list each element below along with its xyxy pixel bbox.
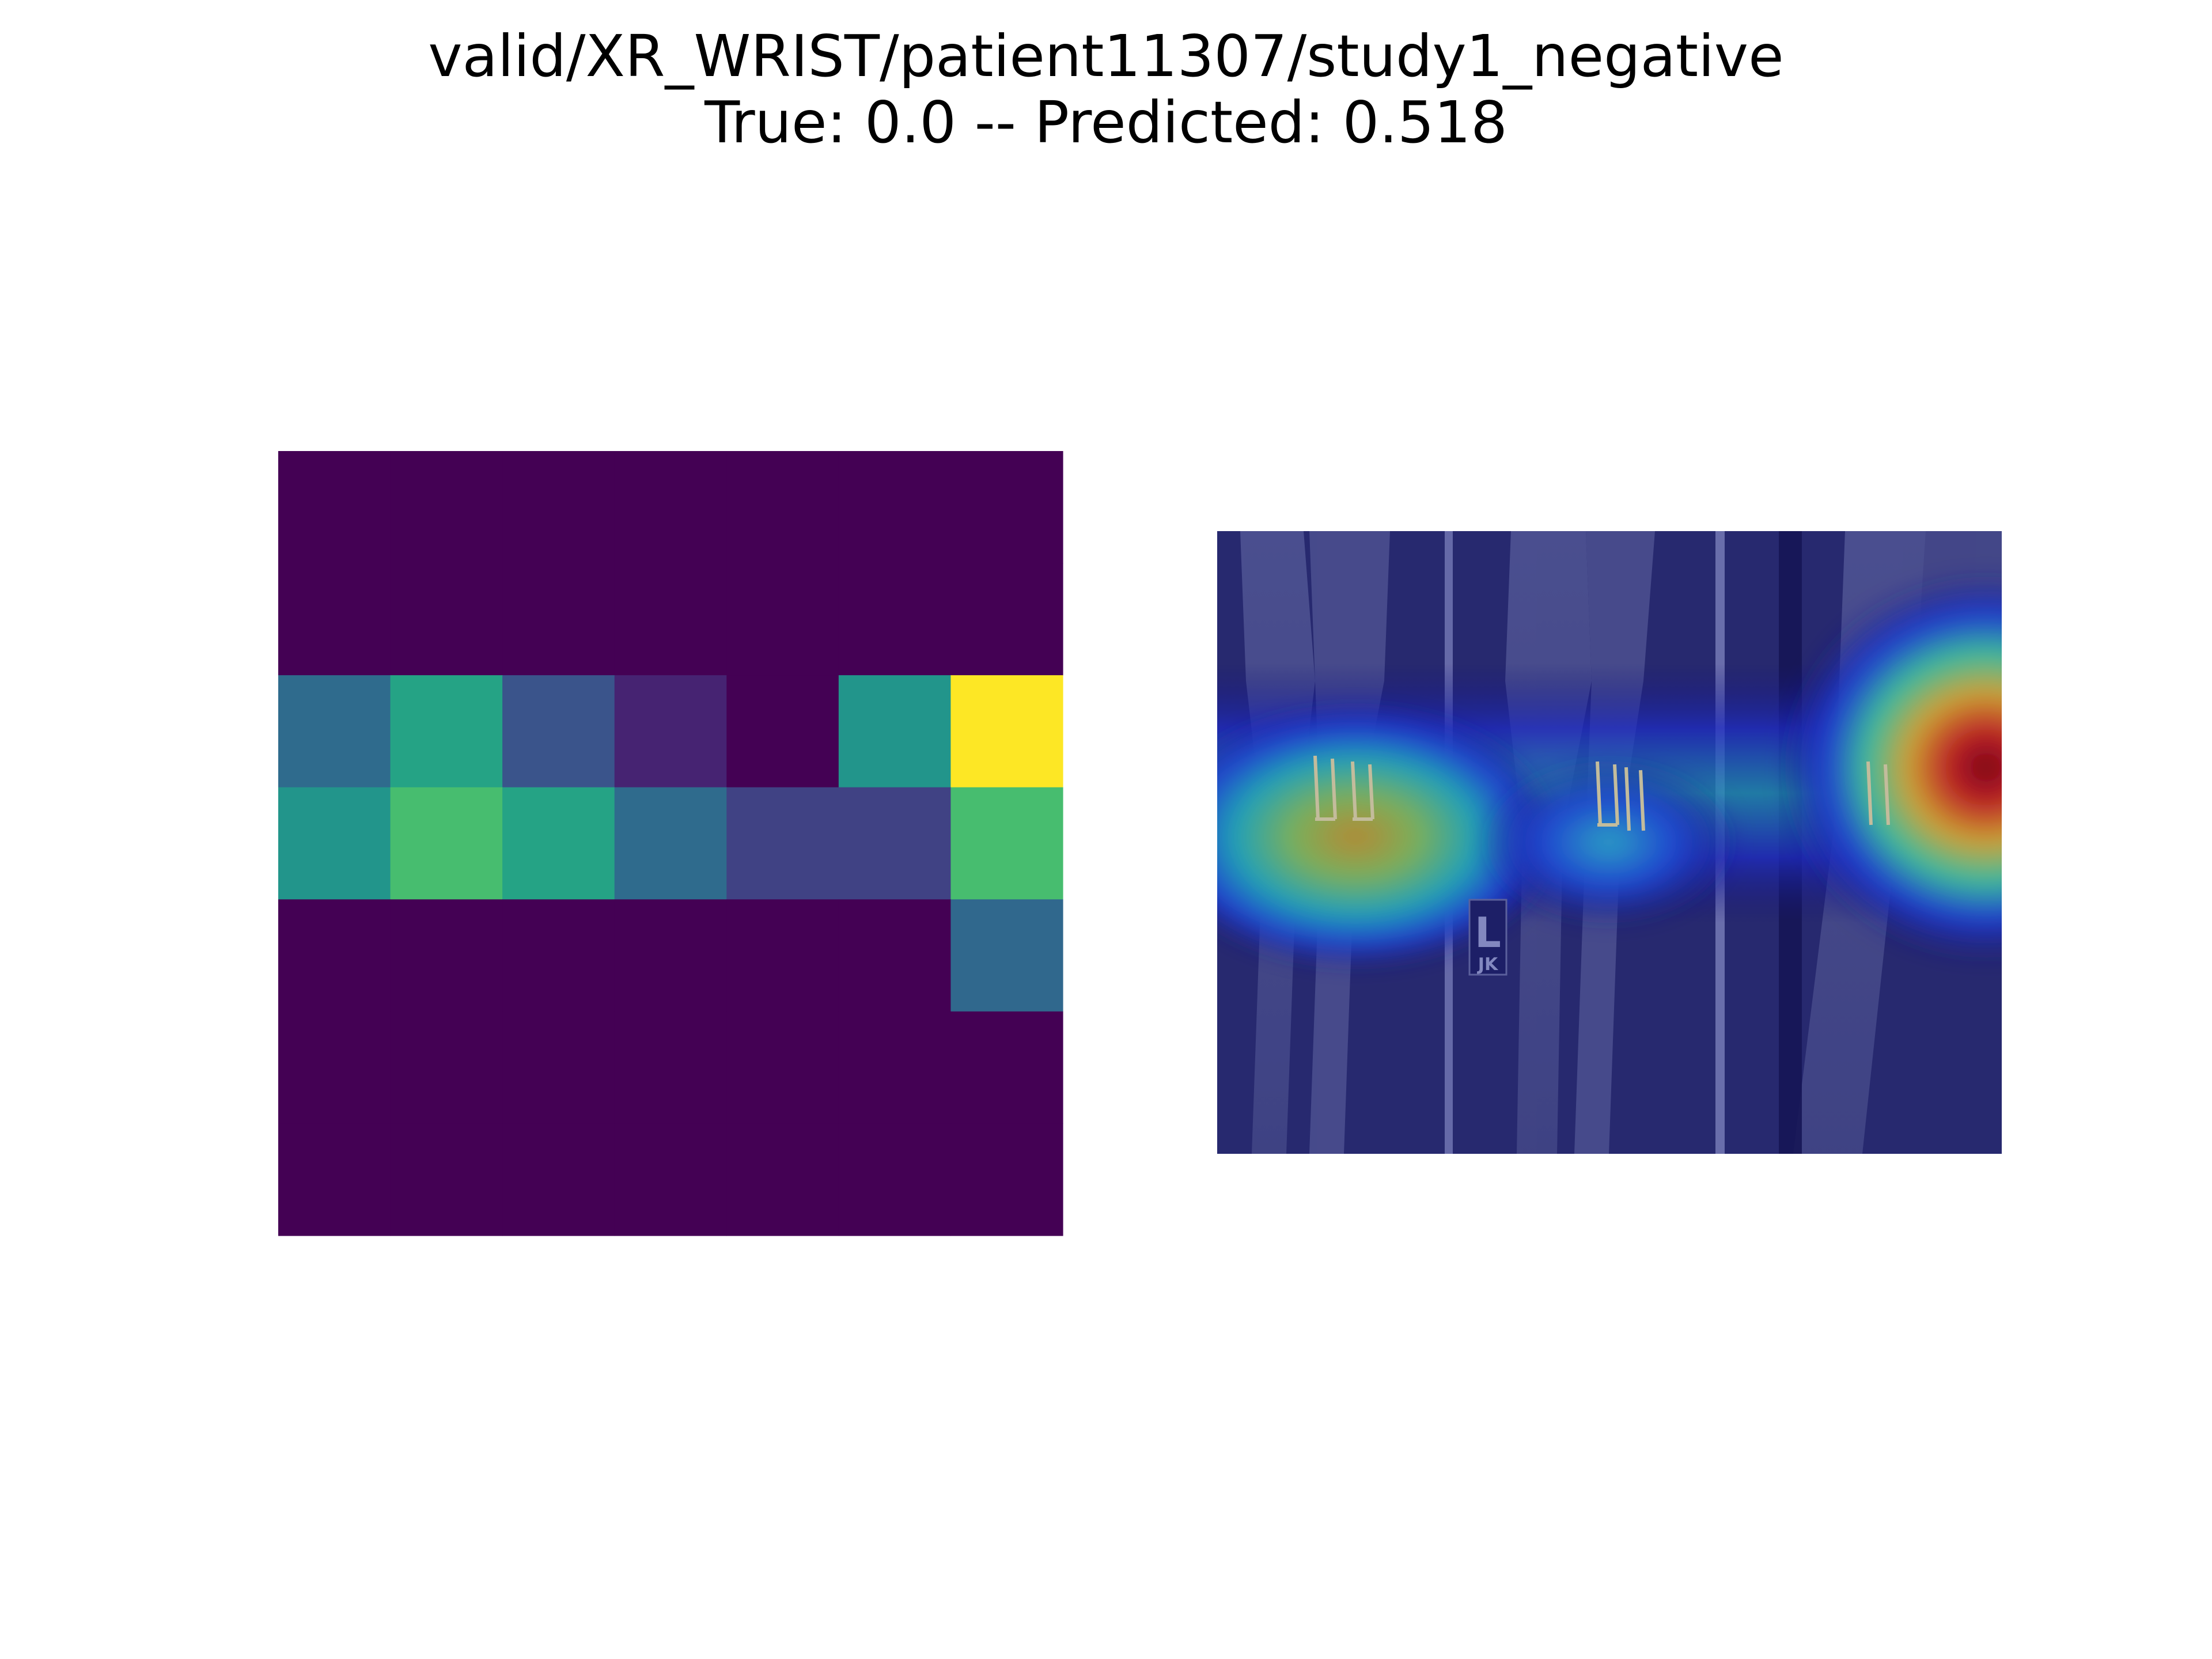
heatmap-cell-r1-c5 <box>838 563 952 676</box>
overlay-tint <box>1217 531 2002 1154</box>
heatmap-cell-r4-c3 <box>614 899 727 1012</box>
heatmap-cell-r6-c5 <box>838 1123 952 1236</box>
hotspot-right <box>1779 571 2002 963</box>
heatmap-cell-r2-c6 <box>950 675 1063 788</box>
heatmap-cell-r6-c4 <box>726 1123 839 1236</box>
heatmap-cell-r2-c4 <box>726 675 839 788</box>
heatmap-cell-r2-c5 <box>838 675 952 788</box>
hotspot-middle <box>1476 756 1741 929</box>
heatmap-cell-r1-c4 <box>726 563 839 676</box>
marker-letter: L <box>1475 908 1501 957</box>
heatmap-cell-r3-c1 <box>390 787 503 900</box>
heatmap-cell-r3-c2 <box>502 787 615 900</box>
heatmap-cell-r4-c0 <box>278 899 391 1012</box>
heatmap-cell-r0-c5 <box>838 451 952 564</box>
heatmap-cell-r0-c1 <box>390 451 503 564</box>
heatmap-cell-r1-c6 <box>950 563 1063 676</box>
surgical-hardware <box>1313 755 1890 831</box>
marker-initials: JK <box>1477 955 1499 975</box>
heatmap-cell-r3-c0 <box>278 787 391 900</box>
heatmap-cell-r1-c0 <box>278 563 391 676</box>
heatmap-cell-r4-c1 <box>390 899 503 1012</box>
heatmap-cell-r6-c1 <box>390 1123 503 1236</box>
heatmap-cell-r5-c3 <box>614 1011 727 1124</box>
heatmap-cell-r5-c1 <box>390 1011 503 1124</box>
heatmap-cell-r5-c4 <box>726 1011 839 1124</box>
heatmap-cell-r0-c0 <box>278 451 391 564</box>
heatmap-cell-r4-c4 <box>726 899 839 1012</box>
xray-overlay-panel: L JK <box>1217 531 2002 1154</box>
heatmap-cell-r3-c3 <box>614 787 727 900</box>
heatmap-cell-r4-c2 <box>502 899 615 1012</box>
heatmap-cell-r1-c1 <box>390 563 503 676</box>
heatmap-cell-r6-c2 <box>502 1123 615 1236</box>
heatmap-cell-r4-c5 <box>838 899 952 1012</box>
heatmap-cell-r0-c3 <box>614 451 727 564</box>
heatmap-cell-r1-c2 <box>502 563 615 676</box>
heatmap-cell-r5-c6 <box>950 1011 1063 1124</box>
heatmap-cell-r6-c0 <box>278 1123 391 1236</box>
figure-title: valid/XR_WRIST/patient11307/study1_negat… <box>0 23 2212 156</box>
heatmap-cell-r5-c0 <box>278 1011 391 1124</box>
heatmap-cell-r2-c2 <box>502 675 615 788</box>
title-line-path: valid/XR_WRIST/patient11307/study1_negat… <box>428 22 1784 90</box>
heatmap-cell-r0-c2 <box>502 451 615 564</box>
xray-overlay-image: L JK <box>1217 531 2002 1154</box>
heatmap-cell-r5-c5 <box>838 1011 952 1124</box>
heatmap-cell-r3-c6 <box>950 787 1063 900</box>
heatmap-cell-r5-c2 <box>502 1011 615 1124</box>
heatmap-cell-r2-c0 <box>278 675 391 788</box>
heatmap-cell-r2-c3 <box>614 675 727 788</box>
title-line-prediction: True: 0.0 -- Predicted: 0.518 <box>704 89 1508 156</box>
heatmap-cell-r6-c3 <box>614 1123 727 1236</box>
side-marker: L JK <box>1468 899 1508 976</box>
heatmap-cell-r4-c6 <box>950 899 1063 1012</box>
heatmap-cell-r0-c6 <box>950 451 1063 564</box>
heatmap-cell-r6-c6 <box>950 1123 1063 1236</box>
heatmap-cell-r3-c5 <box>838 787 952 900</box>
heatmap-cell-r3-c4 <box>726 787 839 900</box>
heatmap-cell-r2-c1 <box>390 675 503 788</box>
heatmap-cell-r1-c3 <box>614 563 727 676</box>
heatmap-cell-r0-c4 <box>726 451 839 564</box>
